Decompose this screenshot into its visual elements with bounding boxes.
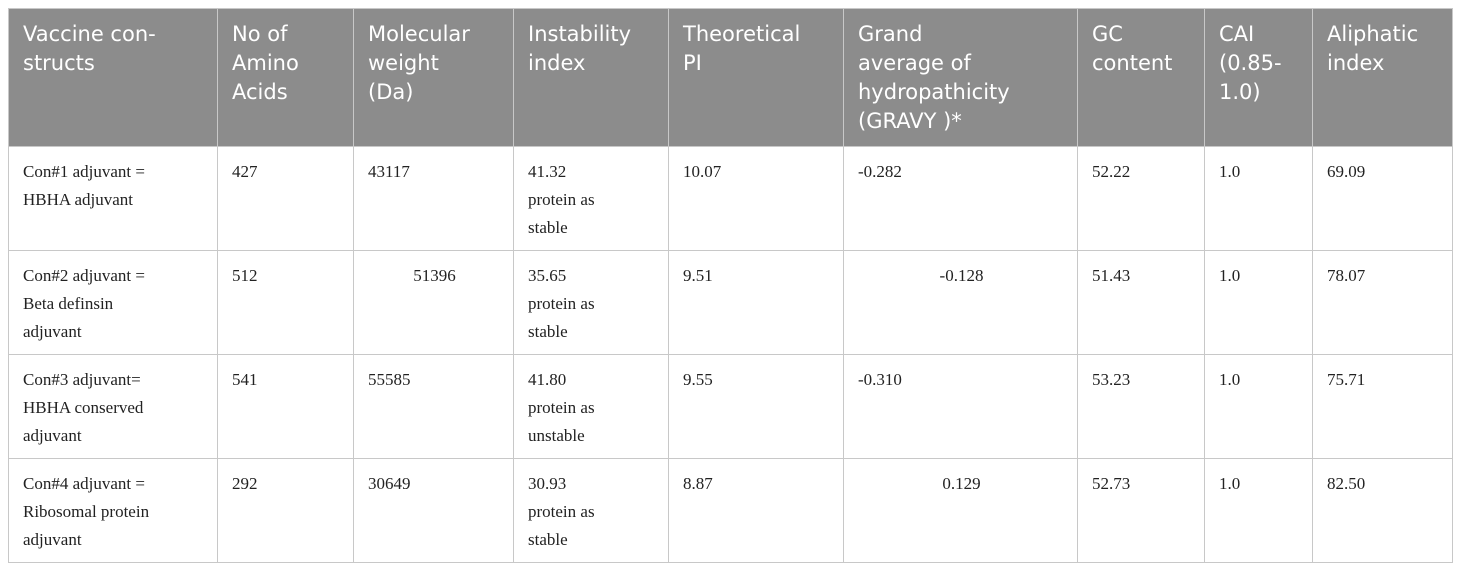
table-cell: -0.128 [843,250,1078,355]
table-cell: Con#1 adjuvant = HBHA adjuvant [8,146,218,251]
header-cell: No of Amino Acids [217,8,354,147]
table-cell: 51.43 [1077,250,1205,355]
header-cell: GC content [1077,8,1205,147]
table-body: Con#1 adjuvant = HBHA adjuvant 427 43117 41… [8,146,1453,563]
table-cell: 41.32 protein as stable [513,146,669,251]
header-row: Vaccine con- structs No of Amino Acids Mol… [8,8,1453,147]
table-cell: 1.0 [1204,146,1313,251]
table-cell: 10.07 [668,146,844,251]
header-cell: Vaccine con- structs [8,8,218,147]
header-cell: CAI (0.85- 1.0) [1204,8,1313,147]
table-cell: 1.0 [1204,250,1313,355]
header-cell: Theoretical PI [668,8,844,147]
table-cell: 43117 [353,146,514,251]
table-cell: 41.80 protein as unstable [513,354,669,459]
table-cell: 75.71 [1312,354,1453,459]
table-cell: 69.09 [1312,146,1453,251]
table-cell: 0.129 [843,458,1078,563]
table-cell: 78.07 [1312,250,1453,355]
table-cell: Con#2 adjuvant = Beta definsin adjuvant [8,250,218,355]
table-cell: -0.282 [843,146,1078,251]
table-cell: 30649 [353,458,514,563]
table-cell: Con#3 adjuvant= HBHA conserved adjuvant [8,354,218,459]
header-cell: Aliphatic index [1312,8,1453,147]
table-cell: 30.93 protein as stable [513,458,669,563]
table-cell: Con#4 adjuvant = Ribosomal protein adjuv… [8,458,218,563]
table-cell: 1.0 [1204,458,1313,563]
table-cell: 541 [217,354,354,459]
table-cell: 52.73 [1077,458,1205,563]
table-cell: 512 [217,250,354,355]
table-cell: 427 [217,146,354,251]
table-cell: 35.65 protein as stable [513,250,669,355]
data-table: Vaccine con- structs No of Amino Acids Mol… [8,8,1453,563]
table-cell: 9.51 [668,250,844,355]
table-row: Con#3 adjuvant= HBHA conserved adjuvant 5… [8,354,1453,459]
table-cell: 8.87 [668,458,844,563]
table-row: Con#4 adjuvant = Ribosomal protein adjuv… [8,458,1453,563]
table-cell: -0.310 [843,354,1078,459]
table-cell: 51396 [353,250,514,355]
table-cell: 55585 [353,354,514,459]
header-cell: Molecular weight (Da) [353,8,514,147]
table-row: Con#1 adjuvant = HBHA adjuvant 427 43117 41… [8,146,1453,251]
table-row: Con#2 adjuvant = Beta definsin adjuvant 5… [8,250,1453,355]
table-cell: 9.55 [668,354,844,459]
table-cell: 53.23 [1077,354,1205,459]
header-cell: Instability index [513,8,669,147]
header-cell: Grand average of hydropathicity (GRAVY )… [843,8,1078,147]
table-cell: 1.0 [1204,354,1313,459]
table-cell: 292 [217,458,354,563]
table-cell: 82.50 [1312,458,1453,563]
table-header: Vaccine con- structs No of Amino Acids Mol… [8,8,1453,147]
table-cell: 52.22 [1077,146,1205,251]
